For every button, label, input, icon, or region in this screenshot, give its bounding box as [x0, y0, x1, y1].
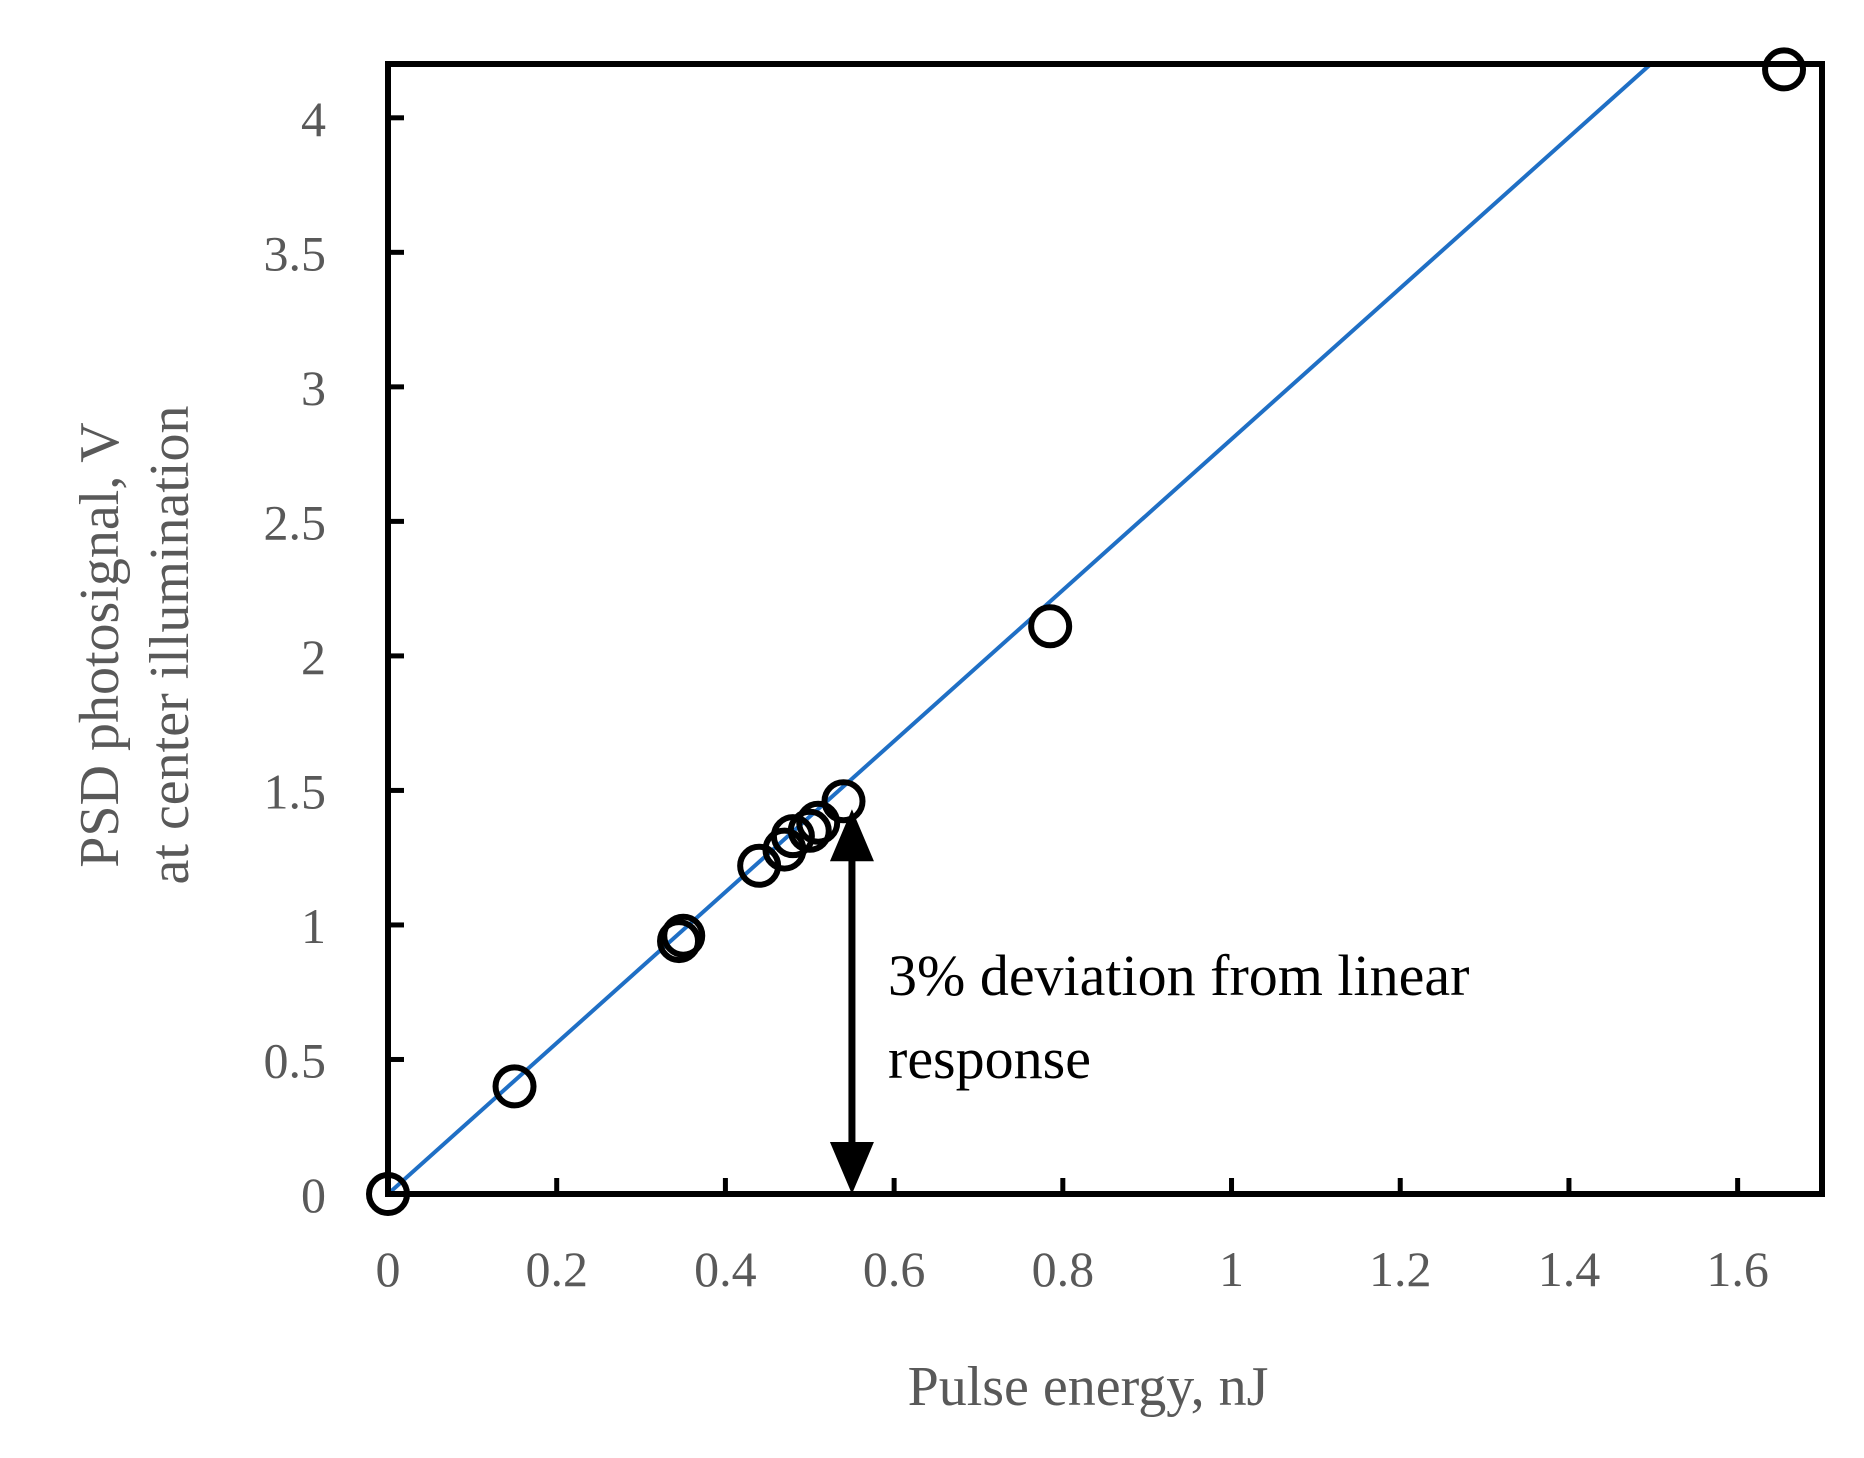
- data-point: [657, 919, 702, 964]
- data-point: [661, 913, 706, 958]
- x-tick-label: 1.4: [1538, 1241, 1601, 1297]
- y-tick-label: 2: [301, 629, 326, 685]
- linear-fit-line: [386, 62, 1653, 1196]
- x-tick-label: 0.4: [694, 1241, 757, 1297]
- data-point: [1762, 47, 1807, 92]
- x-tick-label: 1.2: [1369, 1241, 1432, 1297]
- x-axis-title: Pulse energy, nJ: [908, 1356, 1269, 1418]
- y-tick-label: 0: [301, 1167, 326, 1223]
- x-tick-label: 0.2: [525, 1241, 588, 1297]
- deviation-arrow-head-down: [829, 1142, 874, 1194]
- deviation-arrow-head-up: [829, 809, 874, 862]
- data-point: [787, 808, 832, 853]
- annotation-line-2: response: [888, 1026, 1091, 1091]
- y-tick-label: 3: [301, 360, 326, 416]
- annotation-line-1: 3% deviation from linear: [888, 943, 1469, 1008]
- data-point: [796, 800, 841, 845]
- y-tick-label: 3.5: [264, 225, 327, 281]
- x-tick-label: 1.6: [1706, 1241, 1769, 1297]
- y-tick-label: 0.5: [264, 1032, 327, 1088]
- y-axis-title-line-1: PSD photosignal, V: [69, 422, 131, 867]
- y-tick-label: 1: [301, 898, 326, 954]
- y-tick-label: 2.5: [264, 494, 327, 550]
- x-tick-label: 0.6: [863, 1241, 926, 1297]
- x-tick-label: 0.8: [1032, 1241, 1095, 1297]
- x-tick-label: 1: [1219, 1241, 1244, 1297]
- y-axis-title-line-2: at center illumination: [139, 406, 201, 885]
- deviation-arrow: [829, 809, 874, 1194]
- plot-frame: [385, 61, 1825, 1197]
- x-tick-label: 0: [376, 1241, 401, 1297]
- data-point: [1028, 604, 1073, 649]
- x-tick-labels: 0 0.2 0.4 0.6 0.8 1 1.2 1.4 1.6: [376, 1241, 1769, 1297]
- data-point: [821, 779, 866, 824]
- y-tick-label: 1.5: [264, 763, 327, 819]
- data-point: [492, 1064, 537, 1109]
- y-tick-labels: 0 0.5 1 1.5 2 2.5 3 3.5 4: [264, 91, 327, 1223]
- y-tick-label: 4: [301, 91, 326, 147]
